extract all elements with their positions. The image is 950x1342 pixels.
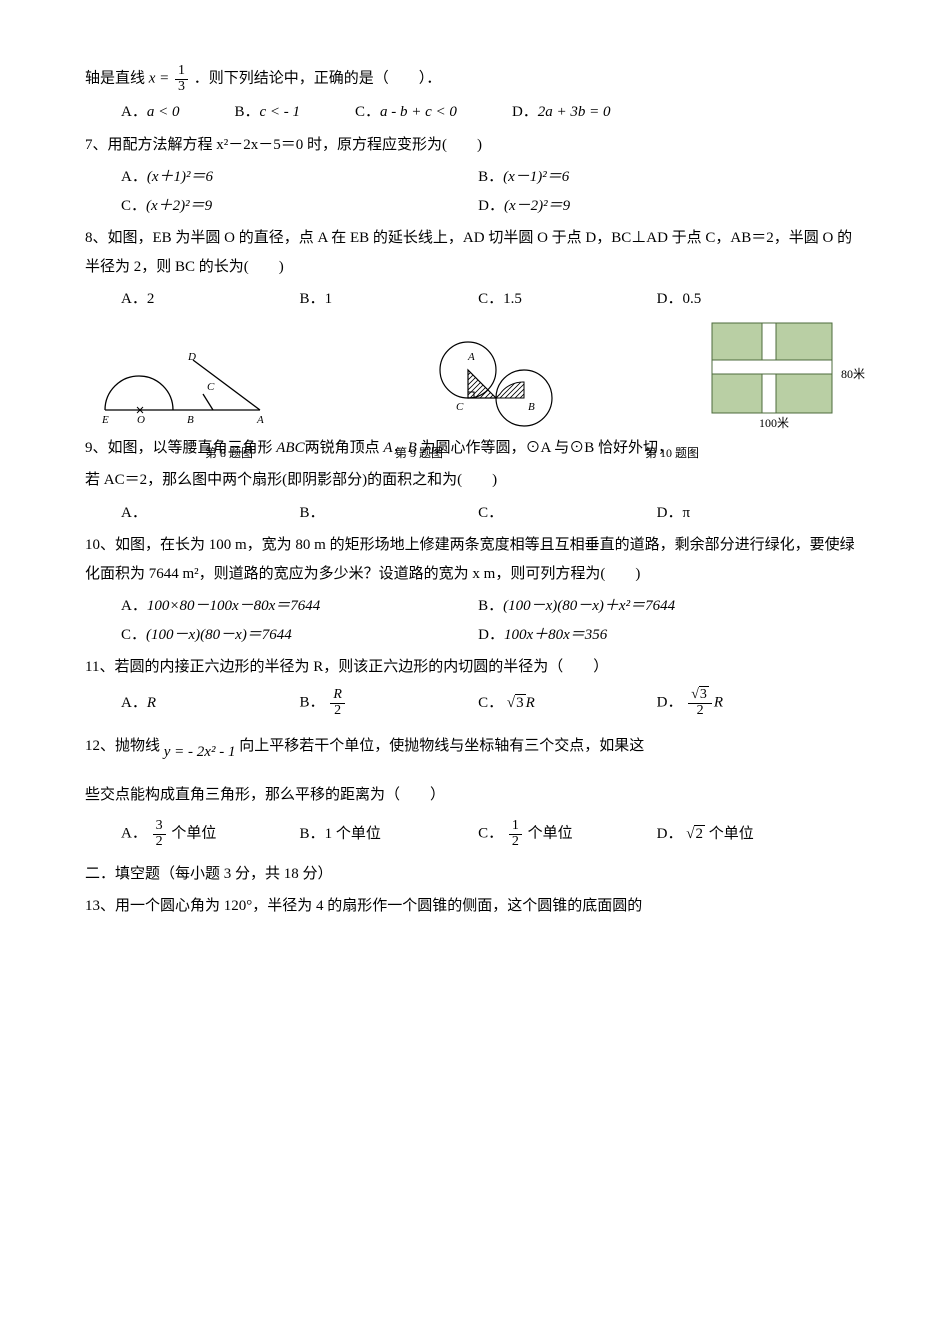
section2-title: 二．填空题（每小题 3 分，共 18 分） — [85, 860, 865, 889]
q11-stem: 11、若圆的内接正六边形的半径为 R，则该正六边形的内切圆的半径为（ ） — [85, 653, 865, 682]
q10-D: D．100x＋80x＝356 — [478, 621, 835, 650]
q7-row2: C．(x＋2)²＝9 D．(x－2)²＝9 — [85, 192, 865, 221]
q10-B: B．(100－x)(80－x)＋x²＝7644 — [478, 592, 835, 621]
figure-row: E O B A C D A B C 100米 80米 — [85, 320, 865, 430]
q9-B: B． — [300, 499, 479, 528]
q12-D: D． 2 个单位 — [657, 820, 836, 849]
q12-A: A． 32 个单位 — [121, 819, 300, 849]
q9-options: A． B． C． D．π — [85, 499, 865, 528]
q7-C: C．(x＋2)²＝9 — [121, 192, 478, 221]
q12-eq: y = - 2x² - 1 — [164, 744, 236, 760]
q10-row2: C．(100－x)(80－x)＝7644 D．100x＋80x＝356 — [85, 621, 865, 650]
q8-A: A．2 — [121, 285, 300, 314]
q8-options: A．2 B．1 C．1.5 D．0.5 — [85, 285, 865, 314]
q12-stem-l2: 些交点能构成直角三角形，那么平移的距离为（ ） — [85, 781, 865, 810]
q8-C: C．1.5 — [478, 285, 657, 314]
q6-options: A．a < 0 B．c < - 1 C．a - b + c < 0 D．2a +… — [85, 98, 865, 127]
q9-stem-line2: 若 AC＝2，那么图中两个扇形(即阴影部分)的面积之和为( ) — [85, 466, 865, 495]
q11-options: A．R B． R2 C． 3R D． 32R — [85, 688, 865, 718]
q8-D: D．0.5 — [657, 285, 836, 314]
q8-stem: 8、如图，EB 为半圆 O 的直径，点 A 在 EB 的延长线上，AD 切半圆 … — [85, 224, 865, 281]
q6-stem-post: ．则下列结论中，正确的是（ ）． — [194, 71, 442, 87]
q10-row1: A．100×80－100x－80x＝7644 B．(100－x)(80－x)＋x… — [85, 592, 865, 621]
q11-B: B． R2 — [300, 688, 479, 718]
fig8-D: D — [187, 351, 196, 363]
fig8-svg: E O B A C D — [85, 350, 280, 430]
fig10-svg: 100米 — [707, 320, 837, 430]
q7-B: B．(x－1)²＝6 — [478, 163, 835, 192]
q12-B: B．1 个单位 — [300, 820, 479, 849]
cap9: 第 9 题图 — [395, 442, 443, 465]
q6-B: B．c < - 1 — [234, 98, 355, 127]
q7-A: A．(x＋1)²＝6 — [121, 163, 478, 192]
q7-D: D．(x－2)²＝9 — [478, 192, 835, 221]
fig8-A: A — [256, 414, 264, 426]
q10-C: C．(100－x)(80－x)＝7644 — [121, 621, 478, 650]
q9-stem-line1: 9、如图，以等腰直角三角形 ABC两锐角顶点 A，B 为圆心作等圆，⊙A 与⊙B… — [85, 434, 865, 463]
q12-C: C． 12 个单位 — [478, 819, 657, 849]
fig8-E: E — [101, 414, 109, 426]
fig8-B: B — [187, 414, 194, 426]
q10-A: A．100×80－100x－80x＝7644 — [121, 592, 478, 621]
q8-B: B．1 — [300, 285, 479, 314]
q11-C: C． 3R — [478, 689, 657, 718]
cap8: 第 8 题图 — [205, 442, 253, 465]
q6-stem-pre: 轴是直线 — [85, 71, 149, 87]
q12-stem-l1: 12、抛物线 y = - 2x² - 1 向上平移若干个单位，使抛物线与坐标轴有… — [85, 732, 865, 767]
cap10: 第 10 题图 — [645, 442, 699, 465]
fig10-wrap: 100米 80米 — [707, 320, 865, 430]
q6-stem: 轴是直线 x = 1 3 ．则下列结论中，正确的是（ ）． — [85, 64, 865, 94]
q9-A: A． — [121, 499, 300, 528]
q6-frac-den: 3 — [175, 80, 188, 95]
q6-frac: 1 3 — [175, 64, 188, 94]
fig9-svg: A B C — [408, 330, 578, 430]
q6-A: A．a < 0 — [121, 98, 234, 127]
q13-stem: 13、用一个圆心角为 120°，半径为 4 的扇形作一个圆锥的侧面，这个圆锥的底… — [85, 892, 865, 921]
fig9-C: C — [456, 401, 464, 413]
q11-D: D． 32R — [657, 688, 836, 718]
fig9-A: A — [467, 351, 475, 363]
fig10-h: 100米 — [759, 416, 789, 430]
q6-D: D．2a + 3b = 0 — [512, 98, 666, 127]
q6-C: C．a - b + c < 0 — [355, 98, 512, 127]
q6-eq-lhs: x = — [149, 71, 170, 87]
fig10-w: 80米 — [841, 363, 865, 386]
q11-A: A．R — [121, 689, 300, 718]
q9-C: C． — [478, 499, 657, 528]
fig8-O: O — [137, 414, 145, 426]
q9-D: D．π — [657, 499, 836, 528]
fig9-B: B — [528, 401, 535, 413]
q10-stem: 10、如图，在长为 100 m，宽为 80 m 的矩形场地上修建两条宽度相等且互… — [85, 531, 865, 588]
q7-stem: 7、用配方法解方程 x²－2x－5＝0 时，原方程应变形为( ) — [85, 131, 865, 160]
q6-frac-num: 1 — [175, 64, 188, 80]
q7-row1: A．(x＋1)²＝6 B．(x－1)²＝6 — [85, 163, 865, 192]
q12-options: A． 32 个单位 B．1 个单位 C． 12 个单位 D． 2 个单位 — [85, 819, 865, 849]
fig8-C: C — [207, 381, 215, 393]
